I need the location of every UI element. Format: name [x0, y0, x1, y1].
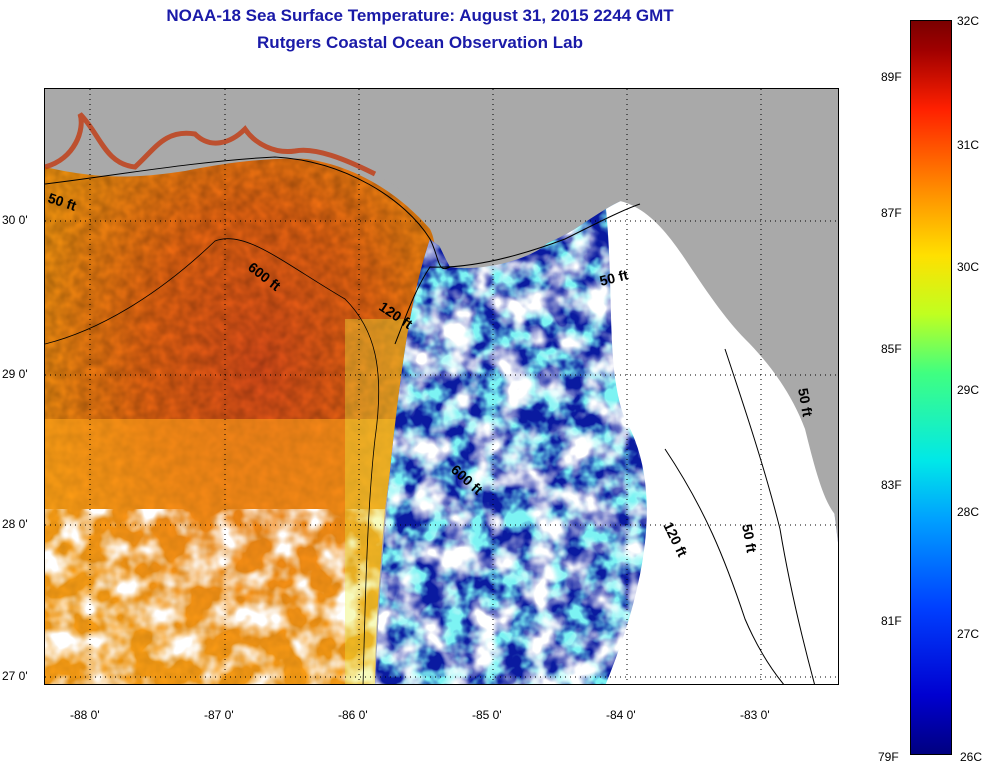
cool-water-region	[375, 197, 838, 684]
lon-tick-87: -87 0'	[204, 708, 234, 722]
lat-tick-30: 30 0'	[2, 213, 28, 227]
land-mass	[45, 89, 838, 518]
lon-tick-83: -83 0'	[740, 708, 770, 722]
colorbar-label-89f: 89F	[881, 70, 902, 84]
contour-label-50ft-coast: 50 ft	[795, 387, 816, 418]
lon-tick-86: -86 0'	[338, 708, 368, 722]
colorbar-label-29c: 29C	[957, 383, 980, 397]
colorbar-label-31c: 31C	[957, 138, 980, 152]
map-subtitle: Rutgers Coastal Ocean Observation Lab	[257, 33, 583, 52]
warm-water-region	[45, 157, 436, 684]
temperature-colorbar	[910, 20, 952, 755]
colorbar-label-27c: 27C	[957, 627, 980, 641]
colorbar-label-83f: 83F	[881, 478, 902, 492]
lon-tick-85: -85 0'	[472, 708, 502, 722]
colorbar-label-79f: 79F	[878, 750, 899, 764]
lon-tick-84: -84 0'	[606, 708, 636, 722]
depth-contours	[45, 156, 815, 684]
colorbar-label-28c: 28C	[957, 505, 980, 519]
contour-label-50ft-east: 50 ft	[739, 523, 760, 554]
lat-tick-28: 28 0'	[2, 517, 28, 531]
lat-tick-27: 27 0'	[2, 669, 28, 683]
lon-tick-88: -88 0'	[70, 708, 100, 722]
colorbar-label-85f: 85F	[881, 342, 902, 356]
colorbar-label-32c: 32C	[957, 14, 980, 28]
sst-map: 50 ft 600 ft 120 ft 50 ft 600 ft 120 ft …	[44, 88, 839, 685]
colorbar-label-87f: 87F	[881, 206, 902, 220]
colorbar-label-81f: 81F	[881, 614, 902, 628]
lat-tick-29: 29 0'	[2, 367, 28, 381]
colorbar-label-30c: 30C	[957, 260, 980, 274]
sst-map-canvas: 50 ft 600 ft 120 ft 50 ft 600 ft 120 ft …	[45, 89, 838, 684]
contour-label-50ft-north: 50 ft	[598, 266, 630, 289]
colorbar-label-26c: 26C	[960, 750, 983, 764]
map-title: NOAA-18 Sea Surface Temperature: August …	[166, 6, 674, 25]
